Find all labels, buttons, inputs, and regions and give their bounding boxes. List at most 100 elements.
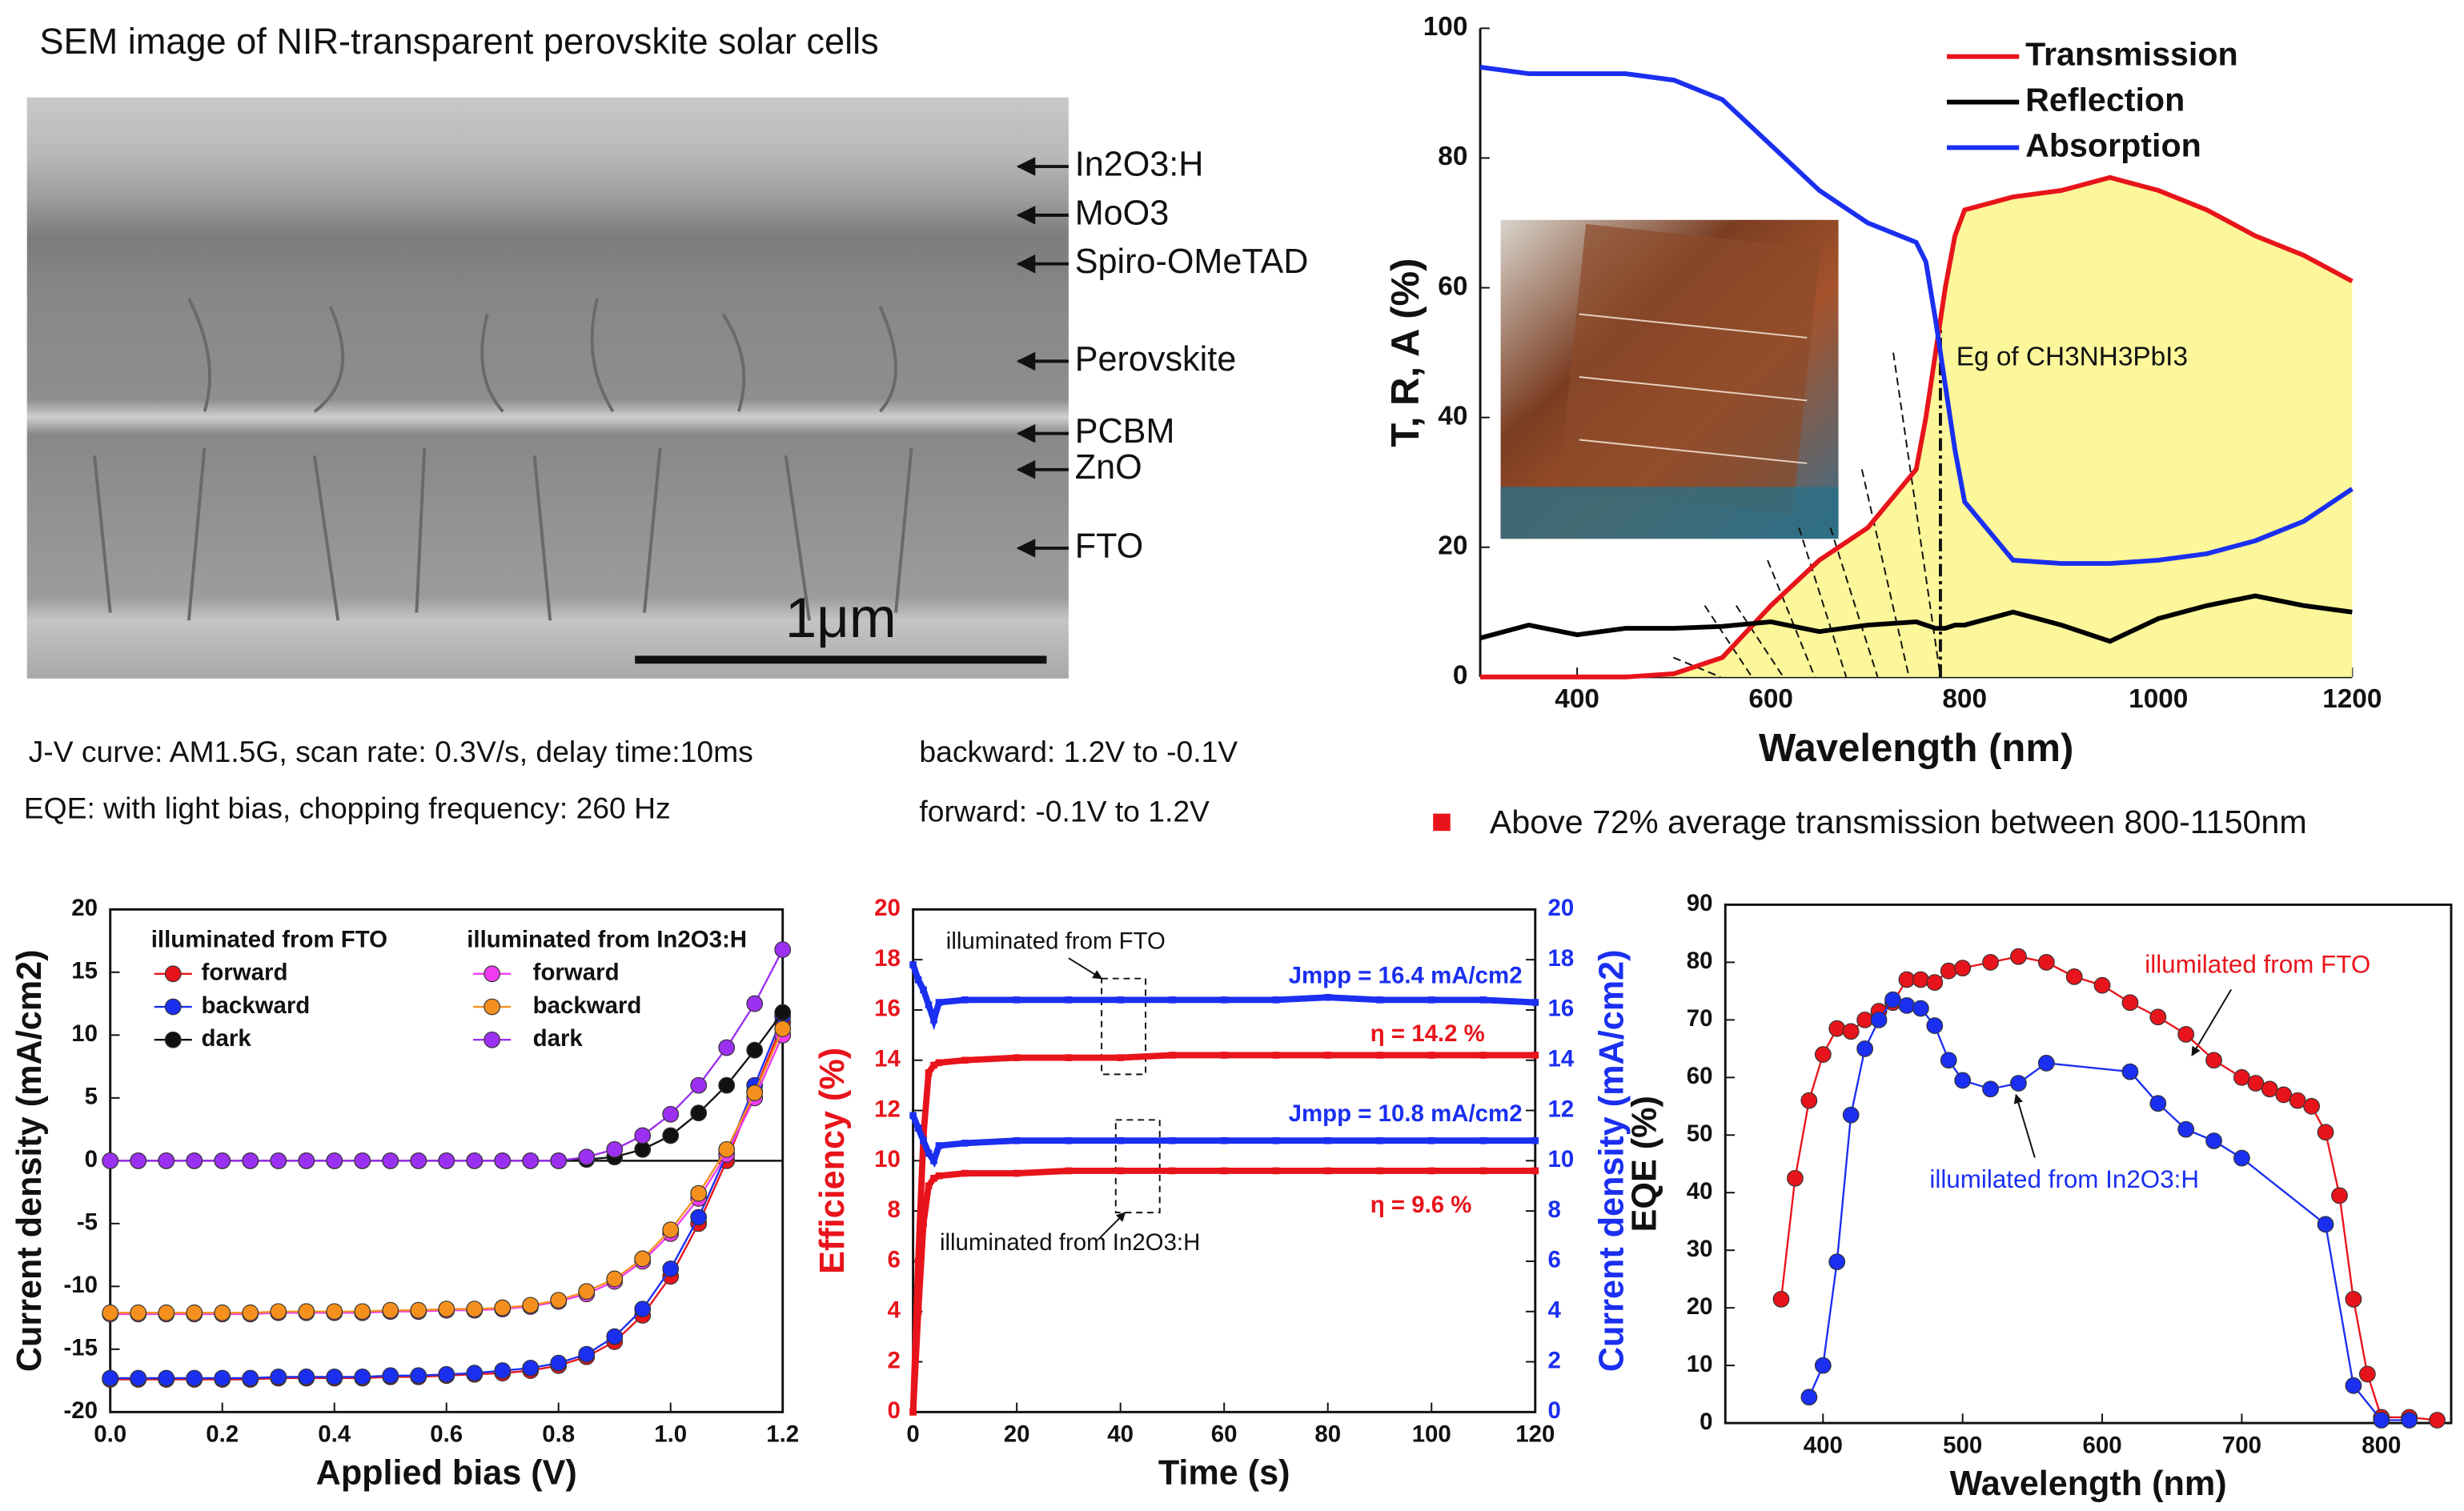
legend-label: Absorption [2025,126,2201,163]
point [355,1153,371,1169]
series-line [110,1023,783,1380]
y-tick-label: 16 [874,996,901,1022]
point [355,1304,371,1320]
point [920,986,927,993]
y-tick-label: 0 [1453,661,1468,691]
point [635,1301,651,1317]
point [411,1302,427,1318]
point [2011,1076,2027,1092]
point [691,1209,707,1225]
y-axis-title: Efficiency (%) [813,1048,852,1274]
point [2346,1378,2362,1394]
point [719,1040,735,1056]
point [775,942,791,958]
point [1013,1137,1021,1144]
point [1117,1168,1124,1175]
point [936,1172,943,1180]
y-tick-label: 4 [888,1297,901,1324]
x-tick-label: 800 [1942,684,1987,714]
point [909,1409,917,1416]
point [215,1153,231,1169]
x-axis-title: Applied bias (V) [316,1453,577,1492]
point [130,1153,146,1169]
point [523,1153,539,1169]
y-tick-label: 10 [874,1146,901,1172]
annotation: Eg of CH3NH3PbI3 [1956,342,2188,371]
point [1927,1018,1943,1034]
point [1788,1170,1804,1186]
sem-title: SEM image of NIR-transparent perovskite … [39,21,878,62]
y-tick-label: 30 [1687,1236,1713,1262]
y-tick-label: 20 [874,895,901,921]
series-line [1809,1000,2410,1420]
y-tick-label: 60 [1687,1063,1713,1089]
point [915,1308,922,1315]
legend-label: forward [202,960,288,986]
point [327,1369,343,1385]
legend-label: Transmission [2025,36,2238,73]
point [495,1363,511,1379]
x-tick-label: 1.2 [766,1421,799,1448]
y-tick-label: 60 [1438,271,1467,301]
point [1843,1024,1859,1040]
point [159,1370,175,1386]
point [439,1366,455,1382]
point [1376,1052,1383,1059]
point [1531,1052,1539,1059]
point [2304,1098,2320,1114]
point [2150,1096,2166,1112]
annotation: illumilated from FTO [2145,950,2370,978]
legend-marker [484,999,500,1015]
point [579,1149,595,1165]
point [1169,1052,1176,1059]
x-tick-label: 20 [1004,1421,1030,1448]
layer-label: PCBM [1075,412,1175,451]
y-tick-label: 5 [85,1084,98,1110]
point [691,1077,707,1093]
point [1913,1000,1929,1016]
y2-tick-label: 10 [1547,1146,1574,1172]
note: Above 72% average transmission between 8… [1490,804,2307,840]
x-tick-label: 1.0 [654,1421,687,1448]
annotation: illumilated from In2O3:H [1929,1165,2199,1193]
point [299,1304,315,1320]
point [327,1153,343,1169]
point [187,1305,203,1321]
point [1885,992,1901,1008]
layer-label: Perovskite [1075,340,1236,379]
point [1857,1012,1873,1028]
point [411,1368,427,1384]
legend-label: backward [202,992,311,1019]
point [961,1170,969,1177]
y2-tick-label: 14 [1547,1046,1574,1072]
y-tick-label: 100 [1423,12,1468,42]
x-tick-label: 600 [1748,684,1793,714]
point [961,996,969,1004]
point [1829,1020,1845,1036]
point [495,1300,511,1316]
y-tick-label: 0 [888,1397,901,1424]
y-tick-label: 40 [1687,1178,1713,1204]
point [383,1368,399,1384]
point [1913,972,1929,988]
point [383,1302,399,1318]
point [1480,1137,1487,1144]
y-tick-label: 80 [1438,142,1467,171]
point [1940,1052,1956,1068]
point [1801,1389,1817,1405]
point [915,976,922,984]
point [1815,1357,1831,1373]
y2-tick-label: 8 [1547,1196,1560,1223]
y-tick-label: 70 [1687,1005,1713,1032]
point [1428,1052,1435,1059]
point [271,1153,287,1169]
x-tick-label: 120 [1515,1421,1555,1448]
layer-label: ZnO [1075,448,1142,487]
point [719,1141,735,1157]
x-tick-label: 0.4 [318,1421,351,1448]
point [243,1370,259,1386]
point [1773,1292,1789,1308]
point [930,1016,937,1024]
point [1480,996,1487,1004]
legend-marker [165,999,181,1015]
